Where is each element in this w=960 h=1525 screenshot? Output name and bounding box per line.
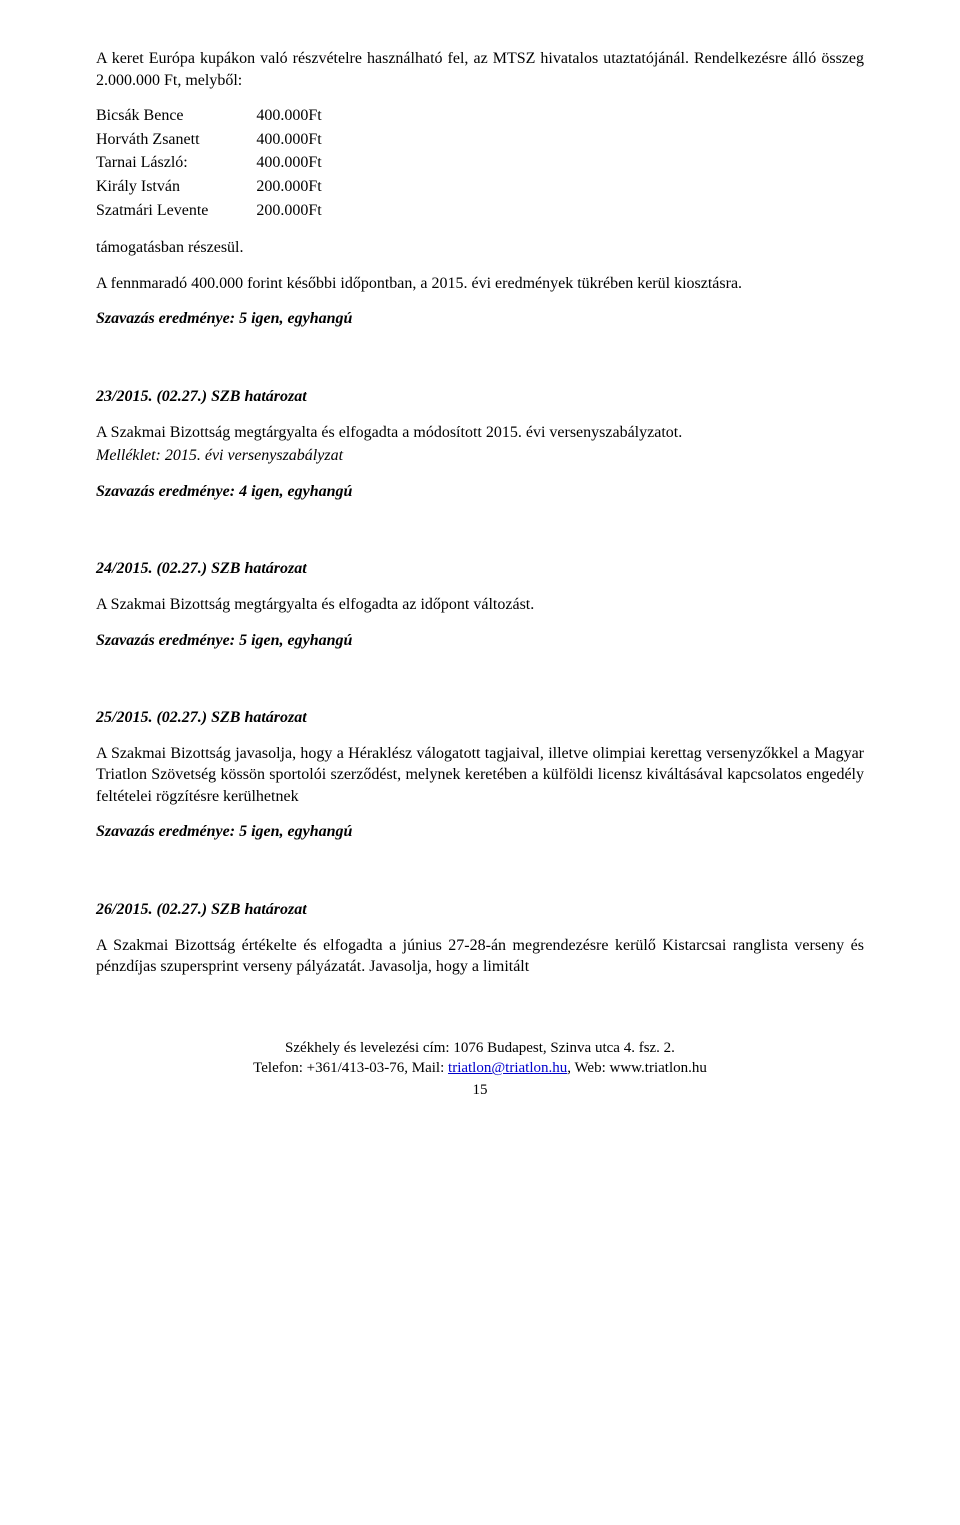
allocation-amount: 200.000Ft — [216, 176, 329, 200]
allocation-name: Tarnai László: — [96, 152, 216, 176]
table-row: Horváth Zsanett 400.000Ft — [96, 129, 330, 153]
allocation-amount: 400.000Ft — [216, 129, 329, 153]
spacer — [96, 857, 864, 899]
resolution-body: A Szakmai Bizottság értékelte és elfogad… — [96, 935, 864, 978]
footer-contact-suffix: , Web: www.triatlon.hu — [567, 1060, 707, 1076]
vote-result: Szavazás eredménye: 5 igen, egyhangú — [96, 308, 864, 330]
footer-contact: Telefon: +361/413-03-76, Mail: triatlon@… — [96, 1058, 864, 1078]
table-row: Tarnai László: 400.000Ft — [96, 152, 330, 176]
support-line: támogatásban részesül. — [96, 237, 864, 259]
document-page: A keret Európa kupákon való részvételre … — [0, 0, 960, 1141]
footer-email-link[interactable]: triatlon@triatlon.hu — [448, 1060, 567, 1076]
resolution-title: 24/2015. (02.27.) SZB határozat — [96, 558, 864, 580]
footer-address: Székhely és levelezési cím: 1076 Budapes… — [96, 1038, 864, 1058]
vote-result: Szavazás eredménye: 4 igen, egyhangú — [96, 481, 864, 503]
allocation-name: Szatmári Levente — [96, 200, 216, 224]
allocation-amount: 200.000Ft — [216, 200, 329, 224]
page-number: 15 — [96, 1080, 864, 1100]
allocation-name: Horváth Zsanett — [96, 129, 216, 153]
resolution-body: A Szakmai Bizottság megtárgyalta és elfo… — [96, 594, 864, 616]
page-footer: Székhely és levelezési cím: 1076 Budapes… — [96, 1038, 864, 1101]
allocation-name: Bicsák Bence — [96, 105, 216, 129]
resolution-title: 25/2015. (02.27.) SZB határozat — [96, 707, 864, 729]
table-row: Szatmári Levente 200.000Ft — [96, 200, 330, 224]
allocation-amount: 400.000Ft — [216, 152, 329, 176]
vote-result: Szavazás eredménye: 5 igen, egyhangú — [96, 821, 864, 843]
resolution-attachment: Melléklet: 2015. évi versenyszabályzat — [96, 445, 864, 467]
allocation-name: Király István — [96, 176, 216, 200]
intro-paragraph: A keret Európa kupákon való részvételre … — [96, 48, 864, 91]
allocation-amount: 400.000Ft — [216, 105, 329, 129]
vote-result: Szavazás eredménye: 5 igen, egyhangú — [96, 630, 864, 652]
resolution-title: 23/2015. (02.27.) SZB határozat — [96, 386, 864, 408]
allocation-table: Bicsák Bence 400.000Ft Horváth Zsanett 4… — [96, 105, 330, 223]
spacer — [96, 665, 864, 707]
resolution-body: A Szakmai Bizottság javasolja, hogy a Hé… — [96, 743, 864, 808]
remainder-paragraph: A fennmaradó 400.000 forint későbbi időp… — [96, 273, 864, 295]
resolution-body: A Szakmai Bizottság megtárgyalta és elfo… — [96, 422, 864, 444]
spacer — [96, 516, 864, 558]
table-row: Király István 200.000Ft — [96, 176, 330, 200]
resolution-title: 26/2015. (02.27.) SZB határozat — [96, 899, 864, 921]
table-row: Bicsák Bence 400.000Ft — [96, 105, 330, 129]
footer-contact-prefix: Telefon: +361/413-03-76, Mail: — [253, 1060, 448, 1076]
spacer — [96, 344, 864, 386]
